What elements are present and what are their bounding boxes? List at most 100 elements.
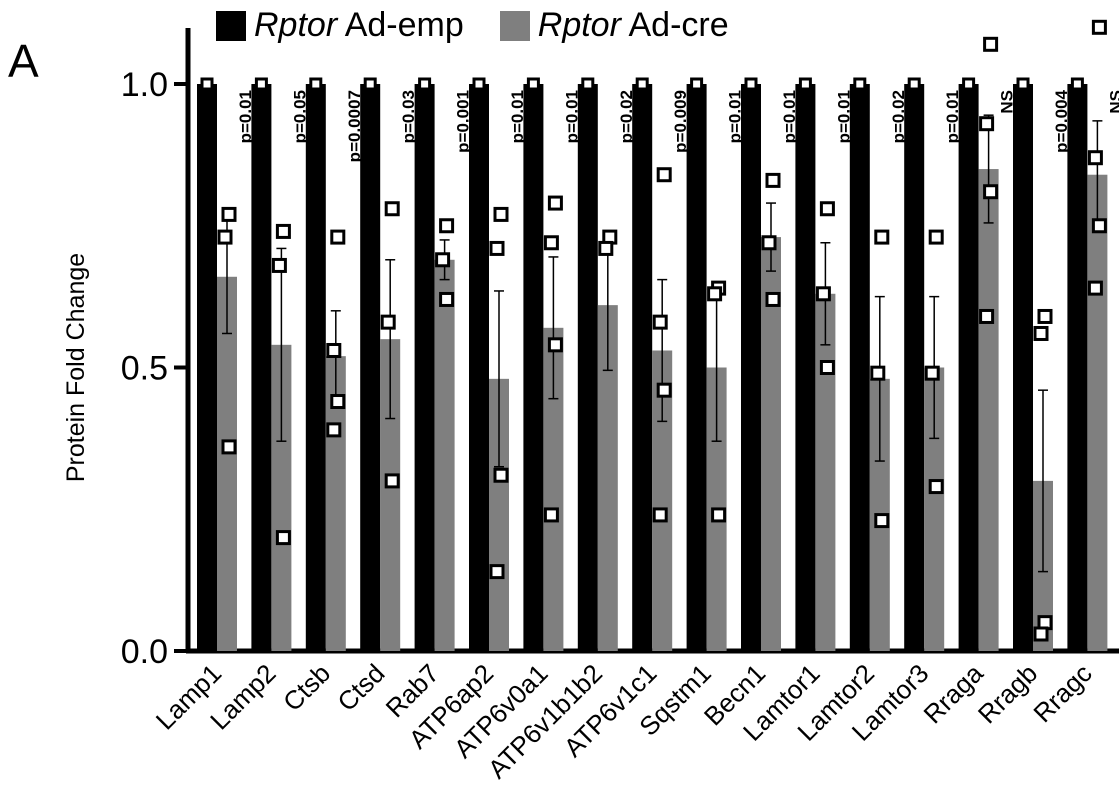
x-tick-label: Rragc (1027, 658, 1097, 728)
legend-item-ad-cre: Rptor Ad-cre (499, 6, 729, 45)
bar-ad-emp (523, 84, 544, 651)
bar-ad-emp (1013, 84, 1033, 651)
data-point-ad-cre (598, 240, 614, 256)
data-point-ad-cre (983, 36, 999, 52)
p-value-annotation: p=0.01 (236, 90, 255, 143)
bar-ad-cre (489, 378, 509, 651)
data-point-ad-cre (489, 240, 505, 256)
data-point-ad-cre (384, 201, 400, 217)
data-point-ad-emp (635, 77, 649, 91)
data-point-ad-cre (493, 206, 509, 222)
data-point-ad-cre (983, 184, 999, 200)
bar-ad-cre (380, 339, 401, 651)
bar-ad-emp (795, 84, 816, 651)
bar-ad-emp (251, 84, 272, 651)
x-tick-label: Ctsb (277, 658, 336, 717)
data-point-ad-cre (924, 365, 940, 381)
data-point-ad-cre (326, 342, 342, 358)
data-point-ad-cre (271, 257, 287, 273)
data-point-ad-cre (439, 291, 455, 307)
p-value-annotation: p=0.009 (671, 90, 690, 153)
data-point-ad-emp (798, 77, 812, 91)
data-point-ad-cre (439, 218, 455, 234)
data-point-ad-emp (309, 77, 323, 91)
data-point-ad-cre (1087, 280, 1103, 296)
data-point-ad-cre (1091, 19, 1107, 35)
data-point-ad-cre (652, 507, 668, 523)
bar-ad-emp (958, 84, 979, 651)
data-point-ad-cre (493, 467, 509, 483)
data-point-ad-cre (711, 507, 727, 523)
p-value-annotation: p=0.02 (889, 90, 908, 143)
y-tick-label: 1.0 (121, 66, 168, 104)
data-point-ad-cre (380, 314, 396, 330)
data-point-ad-cre (543, 507, 559, 523)
p-value-annotation: p=0.001 (454, 90, 473, 153)
p-value-annotation: p=0.01 (726, 90, 745, 143)
data-point-ad-cre (1033, 325, 1049, 341)
data-point-ad-cre (221, 439, 237, 455)
data-point-ad-emp (200, 77, 214, 91)
data-point-ad-cre (979, 116, 995, 132)
data-point-ad-cre (819, 360, 835, 375)
data-point-ad-emp (472, 77, 486, 91)
data-point-ad-cre (874, 513, 890, 529)
bar-ad-emp (849, 84, 870, 651)
legend-gene-ad-emp: Rptor (254, 6, 338, 44)
bar-ad-emp (469, 84, 489, 651)
data-point-ad-emp (962, 77, 976, 91)
legend-swatch-ad-cre (499, 10, 530, 41)
data-point-ad-cre (547, 195, 563, 211)
data-point-ad-cre (652, 314, 668, 330)
data-point-ad-cre (384, 473, 400, 489)
data-point-ad-cre (543, 235, 559, 251)
legend-item-ad-emp: Rptor Ad-emp (216, 6, 464, 45)
bar-ad-emp (305, 84, 326, 651)
bar-ad-emp (197, 84, 217, 651)
data-point-ad-cre (979, 308, 995, 324)
legend-swatch-ad-emp (216, 10, 246, 41)
p-value-annotation: NS (1106, 90, 1119, 114)
bar-ad-cre (1087, 174, 1108, 651)
bar-ad-cre (543, 327, 564, 651)
data-point-ad-cre (275, 530, 291, 546)
data-point-ad-cre (870, 365, 886, 381)
p-value-annotation: p=0.004 (1052, 89, 1071, 152)
bar-ad-cre (434, 259, 455, 651)
bar-ad-cre (978, 169, 999, 652)
p-value-annotation: p=0.01 (834, 90, 853, 143)
y-axis-label: Protein Fold Change (62, 253, 90, 482)
p-value-annotation: p=0.03 (399, 90, 418, 143)
data-point-ad-cre (761, 235, 777, 251)
data-point-ad-cre (326, 422, 342, 438)
bar-ad-emp (904, 84, 925, 651)
bar-ad-emp (577, 84, 598, 651)
bar-ad-cre (271, 344, 292, 651)
data-point-ad-emp (690, 77, 704, 91)
data-point-ad-emp (581, 77, 595, 91)
data-point-ad-emp (363, 77, 377, 91)
p-value-annotation: p=0.0007 (345, 90, 364, 162)
y-tick-label: 0.5 (121, 350, 168, 388)
data-point-ad-cre (928, 479, 944, 495)
data-point-ad-emp (853, 77, 867, 91)
data-point-ad-emp (1070, 77, 1084, 91)
p-value-annotation: p=0.01 (562, 90, 581, 143)
data-point-ad-cre (765, 291, 781, 307)
legend: Rptor Ad-emp Rptor Ad-cre (216, 6, 765, 45)
legend-label-ad-emp: Ad-emp (337, 6, 464, 44)
data-point-ad-cre (819, 201, 835, 217)
bar-ad-cre (597, 305, 618, 651)
y-tick-label: 0.0 (121, 633, 168, 671)
p-value-annotation: NS (998, 90, 1017, 114)
bar-ad-emp (632, 84, 653, 651)
legend-gene-ad-cre: Rptor (537, 6, 621, 44)
data-point-ad-cre (1037, 308, 1053, 324)
data-point-ad-cre (275, 223, 291, 239)
data-point-ad-cre (547, 337, 563, 353)
data-point-ad-cre (656, 167, 672, 183)
data-point-ad-cre (815, 286, 831, 302)
bar-ad-emp (686, 84, 707, 651)
data-point-ad-cre (765, 172, 781, 188)
data-point-ad-cre (656, 382, 672, 398)
